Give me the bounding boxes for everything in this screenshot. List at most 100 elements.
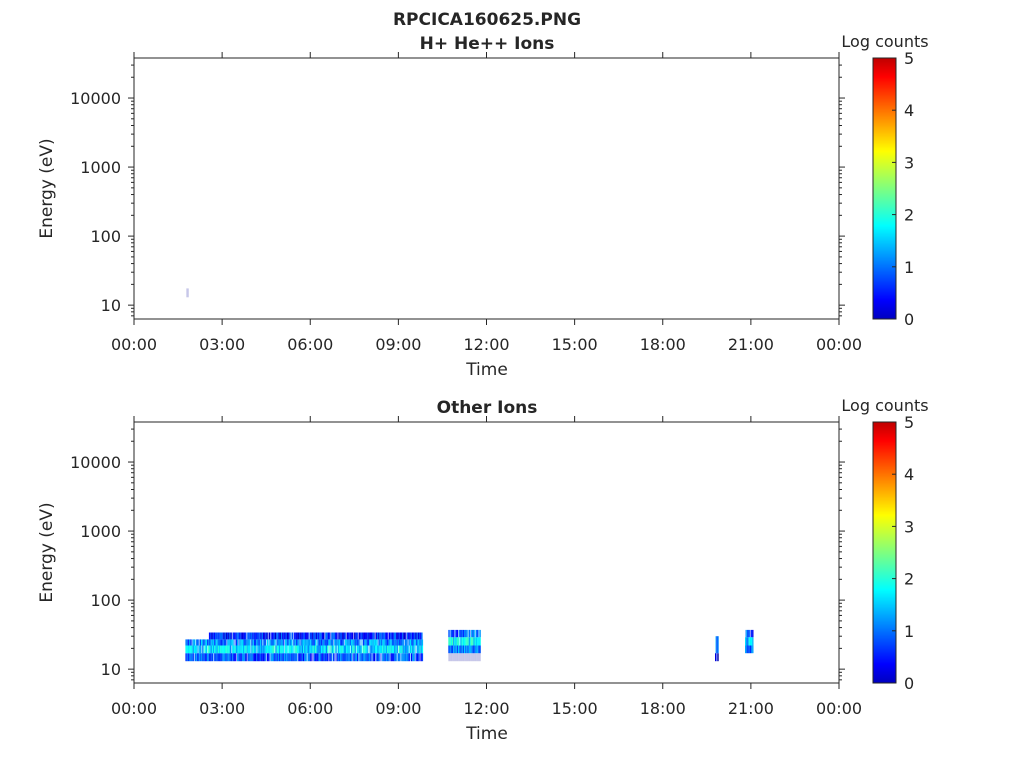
data-cell [345, 639, 347, 646]
colorbar-cell [873, 633, 896, 635]
colorbar-cell [873, 230, 896, 232]
data-cell [468, 653, 470, 662]
data-cell [309, 639, 311, 646]
colorbar-cell [873, 243, 896, 245]
x-tick-label: 21:00 [728, 699, 774, 718]
colorbar-cell [873, 134, 896, 136]
colorbar-cell [873, 198, 896, 200]
data-cell [233, 639, 235, 646]
data-cell [385, 632, 387, 640]
data-cell [395, 639, 397, 646]
colorbar-cell [873, 209, 896, 211]
data-cell [208, 645, 210, 654]
data-cell [292, 639, 294, 646]
data-cell [319, 632, 321, 640]
data-cell [382, 632, 385, 640]
colorbar-cell [873, 233, 896, 235]
data-cell [322, 645, 324, 654]
data-cell [283, 632, 285, 640]
y-tick-label: 10000 [70, 453, 121, 472]
data-cell [465, 645, 467, 654]
data-cell [376, 632, 379, 640]
colorbar-cell [873, 444, 896, 446]
data-cell [420, 645, 422, 654]
y-tick-label: 1000 [80, 522, 121, 541]
colorbar-cell [873, 498, 896, 500]
colorbar-cell [873, 263, 896, 265]
colorbar-cell [873, 628, 896, 630]
data-cell [414, 632, 416, 640]
data-cell [258, 632, 260, 640]
data-cell [238, 653, 240, 662]
data-cell [473, 653, 475, 662]
colorbar-cell [873, 92, 896, 94]
data-cell [314, 632, 316, 640]
data-cell [330, 645, 332, 654]
colorbar-cell [873, 467, 896, 469]
colorbar-cell [873, 272, 896, 274]
colorbar-cell [873, 287, 896, 289]
data-cell [187, 639, 190, 646]
colorbar-cell [873, 666, 896, 668]
data-cell [267, 639, 269, 646]
data-cell [355, 639, 358, 646]
colorbar-cell [873, 577, 896, 579]
data-cell [303, 653, 305, 662]
colorbar-cell [873, 75, 896, 77]
colorbar-cell [873, 115, 896, 117]
colorbar-cell [873, 298, 896, 300]
data-cell [371, 653, 373, 662]
data-cell [391, 645, 394, 654]
data-cell [215, 645, 217, 654]
colorbar-cell [873, 632, 896, 634]
data-cell [405, 632, 407, 640]
data-cell [261, 645, 263, 654]
colorbar-cell [873, 241, 896, 243]
data-cell [752, 637, 754, 646]
data-cell [312, 639, 314, 646]
colorbar-cell [873, 119, 896, 121]
colorbar-cell [873, 441, 896, 443]
colorbar-cell [873, 522, 896, 524]
data-cell [313, 645, 316, 654]
data-cell [222, 645, 224, 654]
data-cell [217, 653, 220, 662]
data-cell [297, 639, 299, 646]
colorbar-cell [873, 312, 896, 314]
colorbar-cell [873, 524, 896, 526]
colorbar-cell [873, 514, 896, 516]
colorbar-cell [873, 603, 896, 605]
data-cell [210, 639, 212, 646]
data-cell [405, 645, 407, 654]
data-cell [361, 639, 364, 646]
data-cell [287, 639, 289, 646]
data-cell [348, 639, 350, 646]
data-cell [465, 637, 467, 646]
colorbar-cell [873, 60, 896, 62]
data-cell [469, 637, 472, 646]
data-cell [388, 653, 390, 662]
data-cell [394, 632, 397, 640]
colorbar-cell [873, 469, 896, 471]
data-cell [331, 639, 334, 646]
data-cell [306, 645, 308, 654]
data-cell [377, 639, 379, 646]
data-cell [304, 639, 306, 646]
data-cell [238, 632, 241, 640]
colorbar-cell [873, 481, 896, 483]
colorbar-cell [873, 568, 896, 570]
data-cell [323, 645, 325, 654]
data-cell [451, 645, 454, 654]
colorbar-cell [873, 187, 896, 189]
colorbar-cell [873, 516, 896, 518]
data-cell [245, 653, 247, 662]
data-cell [338, 632, 340, 640]
data-cell [298, 632, 301, 640]
data-cell [413, 653, 415, 662]
colorbar-cell [873, 171, 896, 173]
colorbar-cell [873, 609, 896, 611]
colorbar-cell [873, 120, 896, 122]
colorbar-cell [873, 238, 896, 240]
data-cell [185, 639, 187, 646]
colorbar-cell [873, 663, 896, 665]
